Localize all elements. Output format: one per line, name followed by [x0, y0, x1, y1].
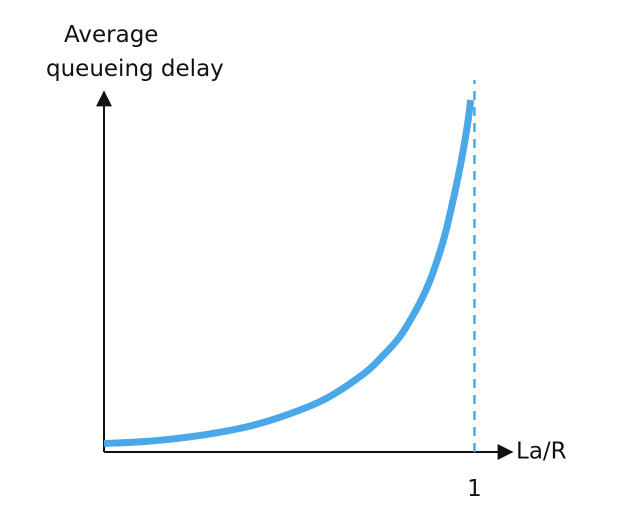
y-axis-label-line-2: queueing delay — [46, 56, 224, 82]
x-tick-label-0: 1 — [467, 476, 482, 502]
delay-curve — [103, 99, 475, 447]
x-tick-labels: 1 — [467, 476, 482, 502]
y-axis-label-line-1: Average — [64, 22, 158, 48]
x-axis-label: La/R — [516, 439, 567, 465]
